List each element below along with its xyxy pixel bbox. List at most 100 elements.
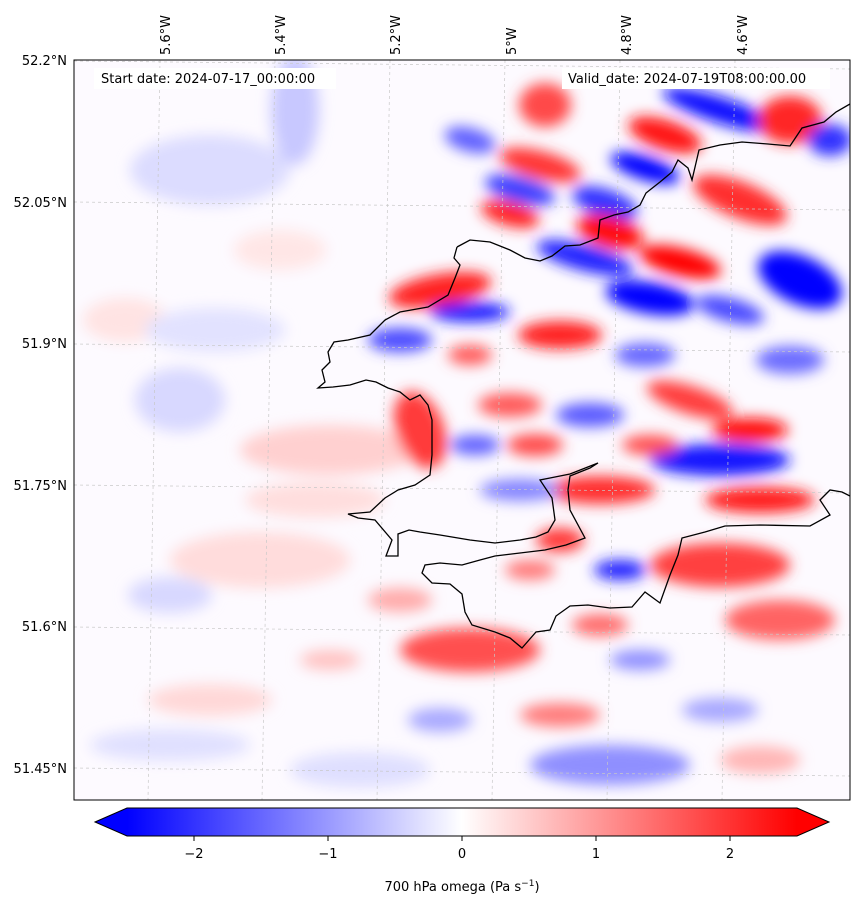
coastline [316, 246, 850, 649]
omega-blob [507, 434, 563, 456]
colorbar-tick-label: −2 [184, 847, 203, 862]
lat-label: 51.45°N [14, 762, 67, 777]
omega-blob [448, 345, 492, 365]
lon-label: 5.4°W [274, 15, 289, 55]
omega-blob [245, 482, 385, 518]
omega-blob [518, 321, 602, 349]
omega-blob [696, 295, 764, 325]
omega-blob [130, 135, 290, 205]
colorbar-ticks [193, 836, 731, 841]
lat-label: 52.05°N [14, 196, 67, 211]
omega-blob [756, 346, 824, 374]
omega-blob [480, 479, 560, 501]
omega-blob [519, 83, 571, 127]
omega-blob [400, 628, 540, 672]
omega-map: Start date: 2024-07-17_00:00:00 Valid_da… [14, 15, 851, 801]
lon-label: 4.6°W [736, 15, 751, 55]
lon-label: 5.2°W [389, 15, 404, 55]
lat-label: 51.6°N [22, 620, 67, 635]
omega-blob [594, 560, 646, 580]
omega-blob [693, 174, 787, 226]
omega-blob [610, 152, 680, 184]
omega-blob [430, 302, 510, 322]
omega-blob [662, 87, 778, 133]
map-frame [73, 59, 851, 801]
omega-blob [128, 577, 212, 613]
omega-blob [145, 308, 285, 352]
omega-blob [758, 96, 822, 144]
lat-label: 52.2°N [22, 54, 67, 69]
omega-blob [135, 368, 225, 432]
lon-labels: 5.6°W 5.4°W 5.2°W 5°W 4.8°W 4.6°W [159, 15, 751, 55]
omega-blob [300, 650, 360, 670]
omega-blob [499, 147, 581, 183]
omega-blob [572, 614, 628, 636]
colorbar-label-tail: ) [534, 880, 539, 895]
omega-blob [368, 588, 432, 612]
omega-blob [393, 391, 447, 469]
valid-label-box [562, 68, 830, 89]
start-date-label: Start date: 2024-07-17_00:00:00 [101, 72, 315, 87]
omega-blob [530, 745, 690, 785]
colorbar-extend-low [95, 808, 127, 836]
omega-blob [705, 487, 815, 513]
omega-blob [505, 560, 555, 580]
omega-blob [605, 280, 695, 316]
omega-blob [628, 116, 702, 154]
omega-blob [545, 476, 655, 504]
omega-blob [148, 684, 272, 716]
colorbar: −2 −1 0 1 2 700 hPa omega (Pa s−1) [93, 807, 831, 895]
omega-blob [808, 124, 850, 156]
omega-blob [725, 600, 835, 640]
omega-blob [290, 752, 430, 788]
colorbar-label: 700 hPa omega (Pa s−1) [384, 879, 539, 895]
lat-label: 51.9°N [22, 337, 67, 352]
omega-blob [622, 435, 678, 455]
lon-label: 5°W [505, 27, 520, 55]
colorbar-label-sup: −1 [521, 879, 534, 889]
omega-blob [234, 230, 326, 270]
omega-blob [650, 543, 790, 587]
omega-blob [572, 186, 638, 220]
omega-blob [368, 328, 432, 352]
lon-label: 5.6°W [159, 15, 174, 55]
colorbar-outline [93, 807, 831, 837]
lon-label: 4.8°W [620, 15, 635, 55]
omega-blob [610, 650, 670, 670]
omega-blob [388, 271, 492, 309]
omega-blob [408, 708, 472, 732]
coastline [456, 103, 850, 262]
omega-blob [520, 703, 600, 727]
omega-blob [576, 214, 644, 250]
omega-blob [639, 245, 721, 279]
colorbar-extend-high [797, 808, 829, 836]
omega-blob [556, 403, 624, 427]
omega-blob [646, 380, 734, 420]
omega-blob [615, 343, 675, 367]
colorbar-tick-label: 2 [726, 847, 734, 862]
omega-blob [712, 418, 788, 442]
omega-blob [536, 528, 584, 552]
omega-blob [444, 126, 496, 154]
omega-blob [170, 532, 350, 588]
valid-date-label: Valid_date: 2024-07-19T08:00:00.00 [568, 72, 806, 87]
colorbar-tick-label: 0 [458, 847, 466, 862]
omega-blob [682, 698, 758, 722]
start-label-box [94, 68, 336, 89]
omega-blob [720, 746, 800, 774]
omega-blob [240, 425, 420, 475]
lat-labels: 52.2°N 52.05°N 51.9°N 51.75°N 51.6°N 51.… [14, 54, 67, 777]
omega-blob [650, 444, 790, 476]
lat-label: 51.75°N [14, 479, 67, 494]
colorbar-tick-label: 1 [592, 847, 600, 862]
omega-blob [757, 251, 843, 309]
omega-blob [90, 729, 250, 761]
colorbar-label-main: 700 hPa omega (Pa s [384, 880, 521, 895]
omega-blob [480, 200, 540, 228]
colorbar-tick-label: −1 [318, 847, 337, 862]
omega-blob [450, 435, 500, 455]
colorbar-fill [127, 808, 797, 836]
omega-blob [478, 393, 542, 417]
colorbar-tick-labels: −2 −1 0 1 2 [184, 847, 734, 862]
